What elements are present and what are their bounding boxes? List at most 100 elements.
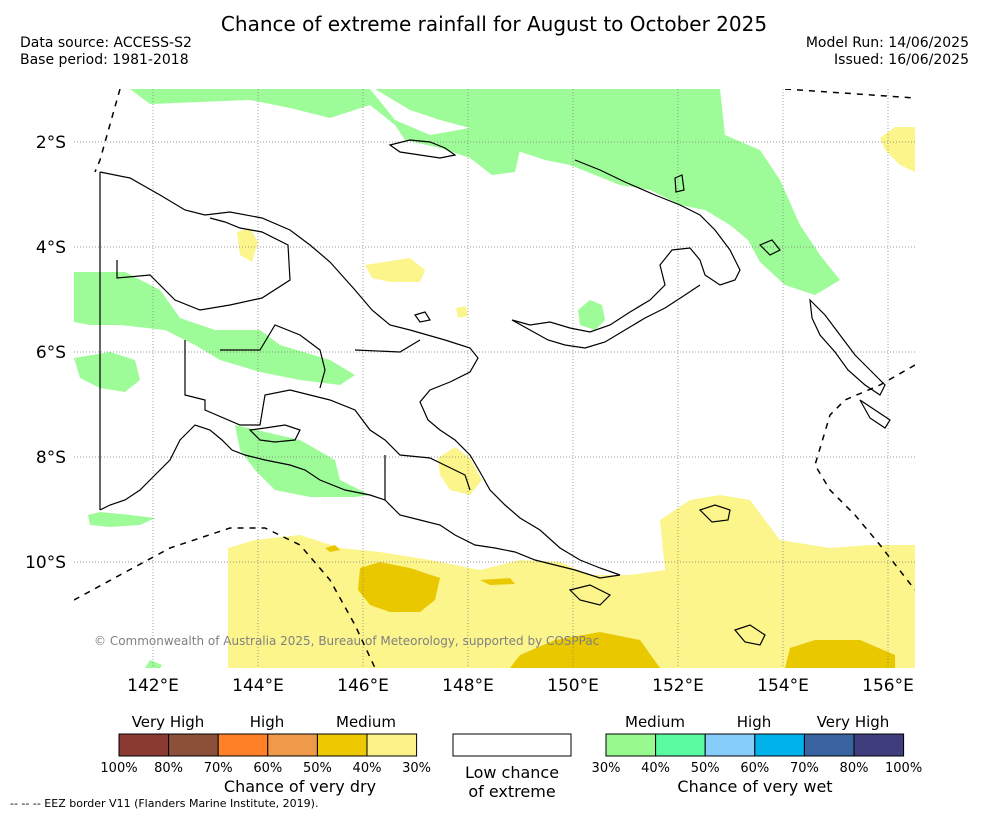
eez-border-southeast (814, 364, 915, 591)
wet-region-south (235, 425, 370, 497)
legend-low (452, 733, 572, 757)
island-outline-1 (733, 624, 766, 646)
dry-dark-regions (325, 545, 895, 668)
lon-tick-label: 142°E (127, 676, 179, 696)
legend-wet-caption: Chance of very wet (677, 777, 833, 796)
data-source: Data source: ACCESS-S2 (20, 35, 192, 51)
dry-region-southeast (228, 495, 915, 668)
eez-borders (74, 89, 915, 668)
legend-dry-swatch (118, 733, 170, 757)
land-outlines (99, 139, 891, 646)
legend-dry: 100% 80% 70% 60% 50% 40% 30% Very High High Mediu… (100, 713, 431, 776)
wet-region-corner (145, 660, 162, 668)
lat-tick-label: 8°S (36, 448, 66, 468)
manus-outline (388, 139, 457, 159)
lon-tick-label: 146°E (337, 676, 389, 696)
legend-wet-swatch (803, 733, 855, 757)
legend-wet-category-label: Very High (817, 713, 890, 731)
dry-dark-region-5 (480, 578, 515, 585)
legend-wet-category-label: High (737, 713, 771, 731)
legend-dry-caption: Chance of very dry (223, 777, 377, 796)
legend-wet-tick-label: 60% (740, 761, 769, 776)
longitude-ticks: 142°E 144°E 146°E 148°E 150°E 152°E 154°E 156°E (127, 676, 914, 696)
wet-region-island (578, 300, 605, 330)
dry-dark-region-4 (325, 545, 340, 552)
legend-wet-tick-label: 80% (840, 761, 869, 776)
map-gridlines (74, 89, 915, 668)
eez-border-northwest (94, 89, 121, 173)
wet-region-north (130, 89, 520, 175)
eez-note: -- -- -- EEZ border V11 (Flanders Marine… (10, 797, 319, 810)
island-outline-3 (414, 311, 431, 323)
dry-region-small1 (237, 228, 258, 262)
legend-dry-tick-label: 70% (204, 761, 233, 776)
lon-tick-label: 150°E (547, 676, 599, 696)
legend-wet-swatch (605, 733, 657, 757)
legend-dry-swatch (217, 733, 269, 757)
lat-tick-label: 6°S (36, 343, 66, 363)
legend-dry-category-label: Medium (336, 713, 396, 731)
issued-date: Issued: 16/06/2025 (834, 52, 969, 68)
lat-tick-label: 10°S (25, 553, 66, 573)
wet-regions (74, 89, 840, 668)
bougainville-outline (859, 399, 891, 429)
dry-region-central (365, 258, 425, 282)
model-run: Model Run: 14/06/2025 (805, 35, 969, 51)
legend-wet-swatch (704, 733, 756, 757)
dry-dark-region-1 (358, 562, 440, 612)
legend-dry-tick-label: 50% (303, 761, 332, 776)
base-period: Base period: 1981-2018 (20, 52, 189, 68)
legend-dry-category-label: Very High (132, 713, 205, 731)
legend-dry-tick-label: 60% (253, 761, 282, 776)
legend-wet: 30% 40% 50% 60% 70% 80% 100% Medium High Very Hig… (592, 713, 923, 776)
legend-wet-tick-label: 50% (691, 761, 720, 776)
eez-border-northeast (784, 89, 915, 99)
run-info: Model Run: 14/06/2025 Issued: 16/06/2025 (806, 35, 969, 69)
legend-low-caption-line1: Low chance (464, 763, 560, 782)
legend-dry-tick-label: 80% (154, 761, 183, 776)
lat-tick-label: 2°S (36, 133, 66, 153)
lon-tick-label: 144°E (232, 676, 284, 696)
new-guinea-mainland-outline (99, 171, 621, 579)
legend-wet-tick-label: 30% (592, 761, 621, 776)
legend-dry-swatch (366, 733, 418, 757)
legend-low-swatch (452, 733, 572, 757)
map-layer (74, 89, 915, 668)
legend-dry-swatch (267, 733, 318, 757)
wet-region-sw (88, 512, 155, 527)
eez-border-southwest (74, 527, 376, 668)
island-outline-4 (758, 239, 781, 256)
lon-tick-label: 156°E (862, 676, 914, 696)
new-ireland-outline (809, 298, 886, 396)
lon-tick-label: 154°E (757, 676, 809, 696)
torres-islands-outline (248, 424, 301, 443)
island-outline-5 (674, 174, 685, 193)
legend-wet-swatch (754, 733, 805, 757)
dry-region-small3 (456, 306, 468, 318)
lat-tick-label: 4°S (36, 238, 66, 258)
dry-region-ne (880, 127, 915, 172)
wet-region-west2 (74, 352, 140, 392)
legend-low-caption: Low chance of extreme (441, 763, 583, 801)
latitude-ticks: 2°S 4°S 6°S 8°S 10°S (25, 133, 66, 573)
legend-wet-tick-label: 40% (641, 761, 670, 776)
source-info: Data source: ACCESS-S2 Base period: 1981… (20, 35, 192, 69)
lon-tick-label: 152°E (652, 676, 704, 696)
legend-wet-tick-label: 100% (885, 761, 922, 776)
chart-title: Chance of extreme rainfall for August to… (220, 12, 768, 36)
legend-wet-tick-label: 70% (790, 761, 819, 776)
wet-region-northeast (375, 89, 840, 295)
legend-dry-tick-label: 40% (353, 761, 382, 776)
dry-dark-region-2 (510, 632, 660, 668)
legend-dry-tick-label: 100% (100, 761, 137, 776)
legend-wet-category-label: Medium (625, 713, 685, 731)
copyright-notice: © Commonwealth of Australia 2025, Bureau… (94, 634, 600, 648)
province-borders (116, 217, 471, 500)
dry-region-small2 (438, 447, 482, 495)
legend-dry-category-label: High (250, 713, 284, 731)
lon-tick-label: 148°E (442, 676, 494, 696)
dry-dark-region-3 (785, 640, 895, 668)
wet-region-west (74, 272, 355, 385)
legend-wet-swatch (853, 733, 905, 757)
